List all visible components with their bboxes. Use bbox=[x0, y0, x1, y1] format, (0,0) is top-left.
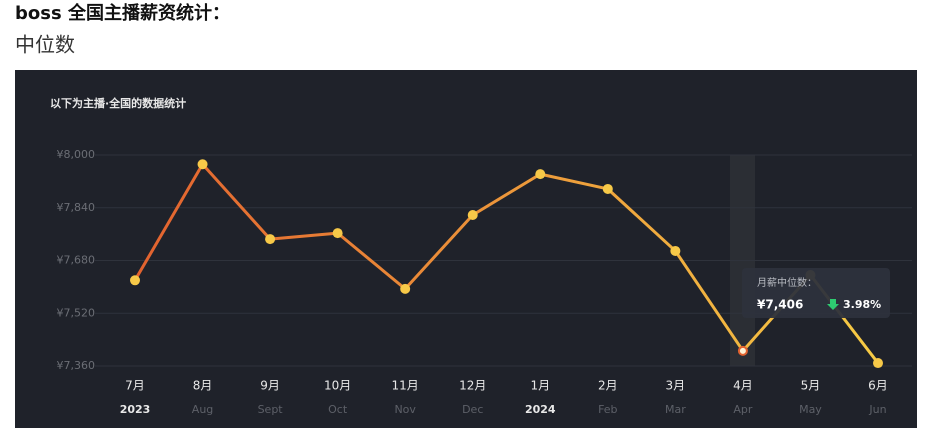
tooltip-title: 月薪中位数： bbox=[757, 276, 817, 289]
page-title: boss 全国主播薪资统计： bbox=[15, 2, 230, 24]
tooltip-box bbox=[742, 268, 890, 318]
point bbox=[873, 358, 883, 369]
x-sub-label: Apr bbox=[733, 403, 753, 416]
chart-panel bbox=[15, 70, 917, 428]
page-subtitle: 中位数 bbox=[15, 33, 75, 57]
x-sub-label: Sept bbox=[258, 403, 284, 416]
x-sub-label: Dec bbox=[462, 403, 483, 416]
y-tick-label: ¥8,000 bbox=[57, 148, 96, 161]
x-tick-label: 9月 bbox=[260, 379, 280, 393]
x-tick-label: 1月 bbox=[530, 379, 550, 393]
point bbox=[535, 169, 546, 180]
point bbox=[467, 210, 478, 221]
tooltip-change: 3.98% bbox=[843, 298, 881, 311]
point bbox=[130, 275, 140, 286]
x-tick-label: 11月 bbox=[392, 379, 419, 393]
x-sub-label: Aug bbox=[192, 403, 213, 416]
point bbox=[400, 283, 411, 294]
x-tick-label: 12月 bbox=[459, 379, 486, 393]
point bbox=[602, 183, 613, 194]
x-tick-label: 5月 bbox=[801, 379, 821, 393]
x-sub-label: Oct bbox=[328, 403, 348, 416]
x-sub-label: Mar bbox=[665, 403, 686, 416]
x-tick-label: 8月 bbox=[193, 379, 213, 393]
down-arrow bbox=[827, 299, 839, 310]
x-sub-label: Jun bbox=[868, 403, 886, 416]
point bbox=[737, 345, 748, 356]
x-tick-label: 10月 bbox=[324, 379, 351, 393]
y-tick-label: ¥7,520 bbox=[57, 306, 96, 319]
x-sub-label: 2024 bbox=[525, 403, 556, 416]
point bbox=[265, 234, 276, 245]
y-tick-label: ¥7,680 bbox=[57, 254, 96, 267]
y-tick-label: ¥7,360 bbox=[57, 359, 96, 372]
x-sub-label: Feb bbox=[598, 403, 617, 416]
line bbox=[133, 162, 880, 364]
x-sub-label: Nov bbox=[394, 403, 416, 416]
point bbox=[197, 159, 208, 170]
point bbox=[332, 228, 343, 239]
x-sub-label: 2023 bbox=[120, 403, 151, 416]
x-sub-label: May bbox=[799, 403, 822, 416]
chart-title: 以下为主播·全国的数据统计 bbox=[50, 96, 186, 110]
y-tick-label: ¥7,840 bbox=[57, 201, 96, 214]
x-tick-label: 2月 bbox=[598, 379, 618, 393]
tooltip-value: ¥7,406 bbox=[757, 298, 803, 312]
x-tick-label: 6月 bbox=[868, 379, 888, 393]
x-tick-label: 3月 bbox=[666, 379, 686, 393]
x-tick-label: 4月 bbox=[733, 379, 753, 393]
point bbox=[670, 245, 681, 256]
x-tick-label: 7月 bbox=[125, 379, 145, 393]
